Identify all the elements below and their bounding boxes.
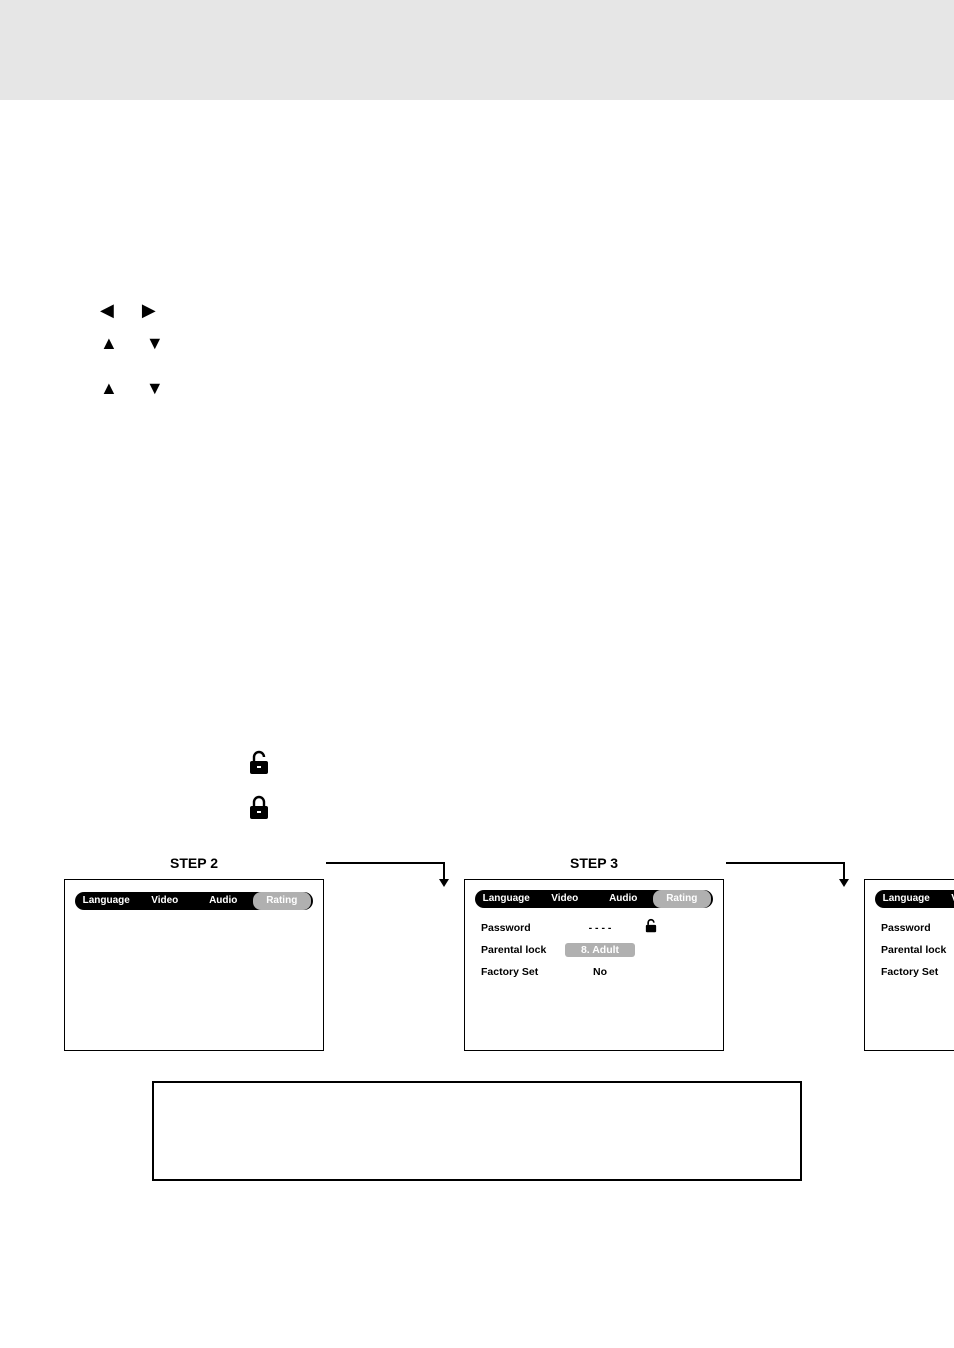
lock-closed-icon: [245, 793, 273, 821]
label-password: Password: [481, 922, 565, 934]
step-4-column: STEP 4 Language Video Audio Rating Passw…: [864, 855, 954, 1051]
connector-2-3: [324, 857, 464, 894]
arrow-row-lr: ◀ ▶: [100, 300, 894, 321]
tab-audio[interactable]: Audio: [194, 892, 253, 910]
tab-language[interactable]: Language: [77, 892, 136, 910]
triangle-up-icon: ▲: [100, 333, 118, 354]
tab-video[interactable]: Video: [136, 892, 195, 910]
label-parental-lock: Parental lock: [881, 944, 954, 956]
tab-language[interactable]: Language: [477, 890, 536, 908]
value-password[interactable]: - - - -: [565, 922, 635, 934]
triangle-right-icon: ▶: [142, 300, 156, 321]
steps-row: STEP 2 Language Video Audio Rating STEP …: [60, 855, 894, 1051]
label-parental-lock: Parental lock: [481, 944, 565, 956]
tab-audio[interactable]: Audio: [594, 890, 653, 908]
tab-video[interactable]: Video: [936, 890, 954, 908]
label-factory-set: Factory Set: [881, 966, 954, 978]
step-2-column: STEP 2 Language Video Audio Rating: [64, 855, 324, 1051]
note-box: [152, 1081, 802, 1181]
row-parental-lock: Parental lock 8. Adult: [481, 940, 707, 960]
lock-open-icon: [643, 918, 659, 939]
value-parental-lock[interactable]: 8. Adult: [565, 943, 635, 957]
tab-bar: Language Video Audio Rating: [875, 890, 954, 908]
triangle-left-icon: ◀: [100, 300, 114, 321]
step-3-panel: Language Video Audio Rating Password - -…: [464, 879, 724, 1051]
lock-icons-block: [245, 749, 894, 821]
lock-open-icon: [245, 749, 273, 777]
connector-3-4: [724, 857, 864, 894]
header-band: [0, 0, 954, 100]
triangle-up-icon: ▲: [100, 378, 118, 399]
triangle-down-icon: ▼: [146, 378, 164, 399]
step-4-panel: Language Video Audio Rating Password - -…: [864, 879, 954, 1051]
arrow-group: ◀ ▶ ▲ ▼ ▲ ▼: [100, 300, 894, 399]
value-factory-set[interactable]: No: [565, 966, 635, 978]
step-3-title: STEP 3: [570, 855, 618, 871]
step-2-panel: Language Video Audio Rating: [64, 879, 324, 1051]
page-content: ◀ ▶ ▲ ▼ ▲ ▼ STEP 2 Languag: [0, 300, 954, 1181]
tab-rating[interactable]: Rating: [253, 892, 312, 910]
row-parental-lock: Parental lock 8. Adult: [881, 940, 954, 960]
step-3-column: STEP 3 Language Video Audio Rating Passw…: [464, 855, 724, 1051]
step-2-title: STEP 2: [170, 855, 218, 871]
row-factory-set: Factory Set No: [881, 962, 954, 982]
tab-video[interactable]: Video: [536, 890, 595, 908]
arrow-connector-icon: [724, 857, 864, 889]
step-3-body: Password - - - - Parental lock 8. Adult …: [475, 908, 713, 982]
tab-language[interactable]: Language: [877, 890, 936, 908]
arrow-connector-icon: [324, 857, 464, 889]
tab-bar: Language Video Audio Rating: [475, 890, 713, 908]
row-password: Password - - - -: [881, 918, 954, 938]
tab-rating[interactable]: Rating: [653, 890, 712, 908]
tab-bar: Language Video Audio Rating: [75, 892, 313, 910]
arrow-row-ud-1: ▲ ▼: [100, 333, 894, 354]
label-factory-set: Factory Set: [481, 966, 565, 978]
step-4-body: Password - - - - Parental lock 8. Adult …: [875, 908, 954, 982]
row-password: Password - - - -: [481, 918, 707, 938]
label-password: Password: [881, 922, 954, 934]
row-factory-set: Factory Set No: [481, 962, 707, 982]
arrow-row-ud-2: ▲ ▼: [100, 378, 894, 399]
triangle-down-icon: ▼: [146, 333, 164, 354]
